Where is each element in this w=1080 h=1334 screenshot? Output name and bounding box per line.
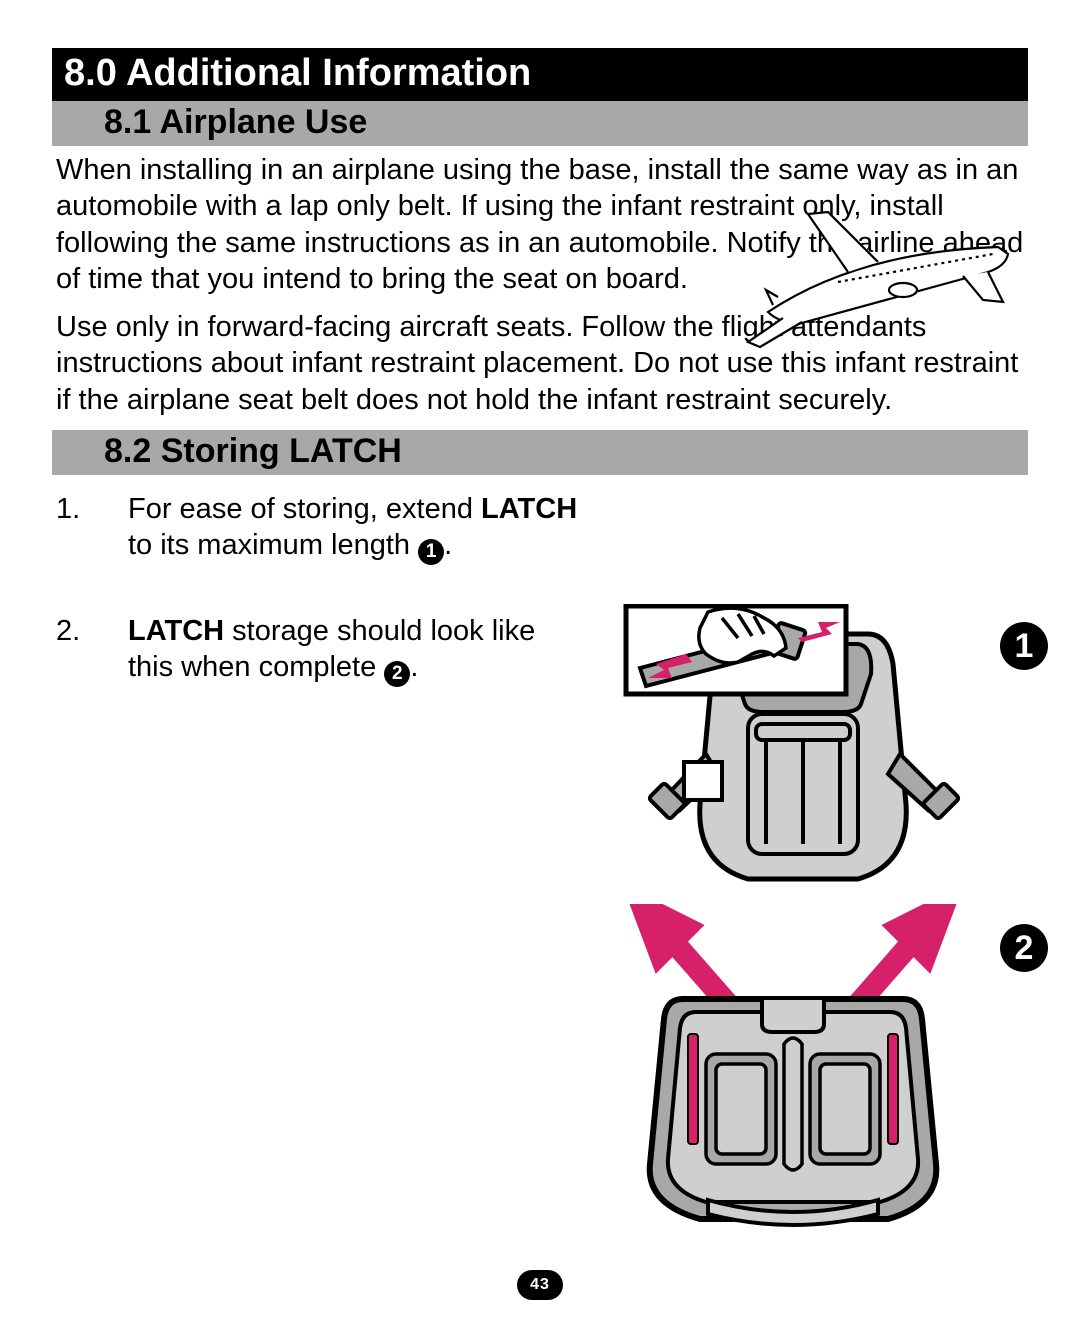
list-text: For ease of storing, extend LATCH to its… (128, 491, 588, 565)
inline-ref-1-icon: 1 (418, 539, 444, 565)
page-number: 43 (517, 1270, 563, 1300)
airplane-section: When installing in an airplane using the… (52, 152, 1028, 430)
subsection-heading-airplane: 8.1 Airplane Use (52, 101, 1028, 146)
inline-ref-2-icon: 2 (384, 661, 410, 687)
list-number: 1. (56, 491, 128, 565)
figure-1-latch-extend-icon (588, 604, 1008, 904)
subsection-heading-storing: 8.2 Storing LATCH (52, 430, 1028, 475)
section-heading: 8.0 Additional Information (52, 48, 1028, 101)
list-item: 1. For ease of storing, extend LATCH to … (56, 491, 1024, 565)
list-number: 2. (56, 613, 128, 687)
airplane-icon (738, 192, 1038, 372)
figure-area: 1 2 (588, 604, 1008, 1224)
figure-2-latch-stored-icon (588, 904, 1008, 1234)
list-text: LATCH storage should look like this when… (128, 613, 588, 687)
